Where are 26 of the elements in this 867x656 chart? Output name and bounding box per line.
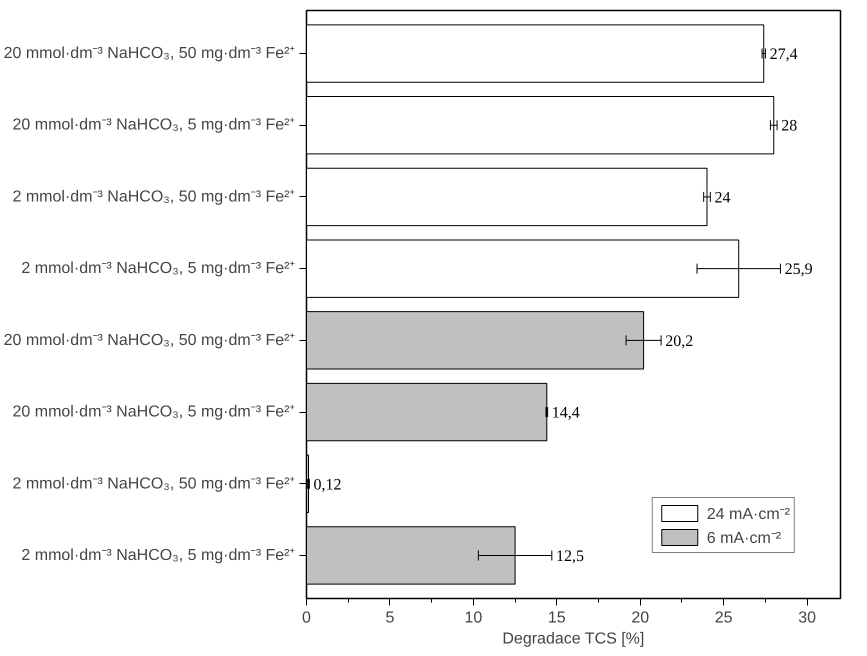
x-tick-label: 0 xyxy=(302,610,312,626)
y-tick-label: 2 mmol·dm⁻³ NaHCO₃, 50 mg·dm⁻³ Fe²⁺ xyxy=(12,188,295,206)
data-label: 28 xyxy=(781,118,798,135)
x-tick-label: 5 xyxy=(385,610,394,626)
y-tick-label: 20 mmol·dm⁻³ NaHCO₃, 5 mg·dm⁻³ Fe²⁺ xyxy=(12,404,295,421)
data-label: 27,4 xyxy=(770,46,798,64)
data-label: 20,2 xyxy=(665,332,694,350)
data-label: 24 xyxy=(714,189,731,206)
data-label: 12,5 xyxy=(556,548,584,565)
y-tick-label: 2 mmol·dm⁻³ NaHCO₃, 5 mg·dm⁻³ Fe²⁺ xyxy=(21,546,294,564)
y-tick-label: 2 mmol·dm⁻³ NaHCO₃, 5 mg·dm⁻³ Fe²⁺ xyxy=(21,260,294,278)
legend-label: 6 mA·cm⁻² xyxy=(706,529,782,548)
data-label: 0,12 xyxy=(314,476,342,494)
x-axis-title: Degradace TCS [%] xyxy=(502,630,644,648)
y-tick-label: 20 mmol·dm⁻³ NaHCO₃, 5 mg·dm⁻³ Fe²⁺ xyxy=(12,116,295,134)
x-tick-label: 25 xyxy=(714,610,733,626)
x-tick-label: 15 xyxy=(548,610,566,626)
x-tick-label: 20 xyxy=(631,610,650,626)
data-label: 14,4 xyxy=(552,404,580,422)
data-label: 25,9 xyxy=(784,261,813,278)
y-tick-label: 20 mmol·dm⁻³ NaHCO₃, 50 mg·dm⁻³ Fe²⁺ xyxy=(4,45,294,62)
y-tick-label: 20 mmol·dm⁻³ NaHCO₃, 50 mg·dm⁻³ Fe²⁺ xyxy=(4,332,294,349)
x-tick-label: 10 xyxy=(464,610,482,626)
x-tick-label: 30 xyxy=(798,610,816,626)
y-tick-label: 2 mmol·dm⁻³ NaHCO₃, 50 mg·dm⁻³ Fe²⁺ xyxy=(12,475,295,492)
legend-label: 24 mA·cm⁻² xyxy=(706,505,790,524)
